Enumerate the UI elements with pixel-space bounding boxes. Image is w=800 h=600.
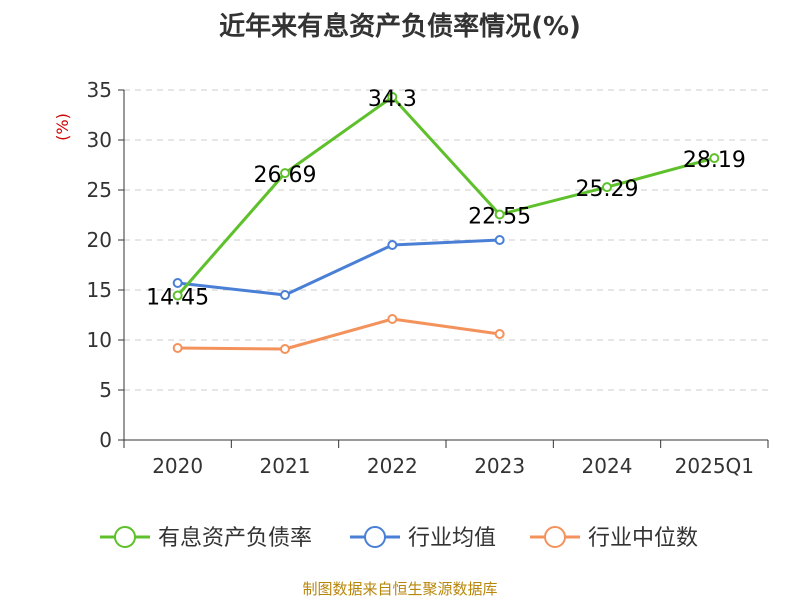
legend[interactable]: 有息资产负债率 行业均值 行业中位数: [100, 526, 698, 551]
data-point[interactable]: [494, 329, 505, 339]
data-point[interactable]: [602, 182, 612, 193]
source-note: 制图数据来自恒生聚源数据库: [302, 580, 498, 598]
data-point[interactable]: [172, 290, 183, 301]
data-label: 14.45: [146, 286, 209, 311]
legend-label: 有息资产负债率: [158, 526, 312, 551]
y-tick-label: 15: [87, 278, 112, 302]
series-lines: [172, 92, 720, 354]
legend-marker: [364, 526, 386, 548]
data-point[interactable]: [280, 290, 290, 300]
legend-marker: [114, 526, 136, 548]
x-tick-label: 2021: [260, 454, 311, 478]
series-line: [176, 95, 715, 297]
y-tick-label: 5: [99, 378, 112, 402]
y-axis-label: (%): [53, 113, 72, 141]
x-tick-label: 2022: [367, 454, 418, 478]
y-tick-label: 35: [87, 78, 112, 102]
data-label: 26.69: [254, 163, 317, 188]
legend-marker: [544, 526, 566, 548]
legend-item[interactable]: 行业中位数: [530, 526, 698, 551]
data-point[interactable]: [494, 209, 505, 220]
legend-label: 行业中位数: [588, 526, 698, 551]
x-tick-label: 2023: [474, 454, 525, 478]
data-point[interactable]: [172, 343, 183, 353]
grid-lines: [124, 89, 768, 391]
data-point[interactable]: [387, 314, 398, 324]
y-tick-label: 25: [87, 178, 112, 202]
data-point[interactable]: [172, 278, 183, 288]
legend-label: 行业均值: [408, 526, 496, 551]
data-label: 22.55: [468, 205, 531, 230]
data-point[interactable]: [280, 344, 290, 354]
y-tick-label: 10: [87, 328, 112, 352]
series-line: [177, 238, 500, 297]
data-point[interactable]: [387, 240, 398, 250]
data-point[interactable]: [387, 92, 398, 102]
y-tick-label: 20: [87, 228, 112, 252]
legend-item[interactable]: 行业均值: [350, 526, 496, 551]
y-tick-label: 0: [99, 428, 112, 452]
data-labels: 14.45 26.69 34.3 22.55 25.29 28.19: [146, 87, 746, 311]
legend-item[interactable]: 有息资产负债率: [100, 526, 312, 551]
x-tick-label: 2025Q1: [675, 454, 754, 478]
y-tick-label: 30: [87, 128, 112, 152]
data-label: 28.19: [683, 148, 746, 173]
data-point[interactable]: [280, 168, 290, 179]
data-point[interactable]: [494, 235, 505, 245]
data-label: 34.3: [368, 87, 417, 112]
data-point[interactable]: [709, 153, 720, 164]
data-label: 25.29: [576, 177, 639, 202]
x-tick-label: 2024: [582, 454, 633, 478]
x-tick-label: 2020: [152, 454, 203, 478]
series-line: [177, 317, 500, 351]
chart-title: 近年来有息资产负债率情况(%): [219, 12, 581, 42]
axes: 0 5 10 15 20 25 30 35 2020 2021 2022 2023 2024 2025Q1: [87, 78, 769, 478]
